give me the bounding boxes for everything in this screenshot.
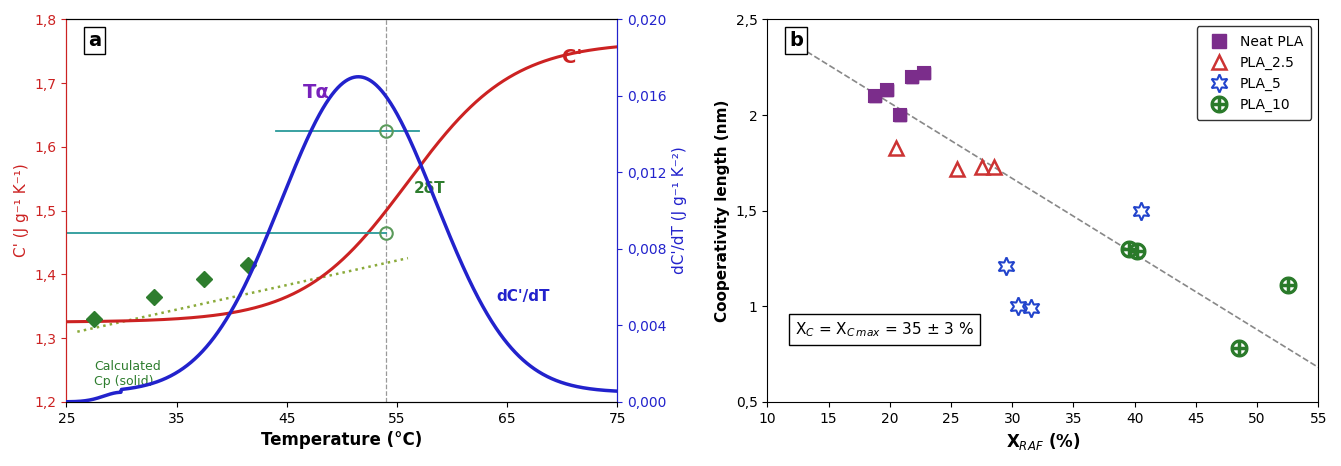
Legend: Neat PLA, PLA_2.5, PLA_5, PLA_10: Neat PLA, PLA_2.5, PLA_5, PLA_10: [1196, 27, 1311, 120]
Text: Calculated
Cp (solid): Calculated Cp (solid): [94, 360, 161, 388]
X-axis label: X$_{RAF}$ (%): X$_{RAF}$ (%): [1006, 431, 1080, 452]
X-axis label: Temperature (°C): Temperature (°C): [261, 431, 422, 449]
Text: C': C': [562, 48, 582, 67]
Text: b: b: [790, 31, 803, 50]
Y-axis label: dC'/dT (J g⁻¹ K⁻²): dC'/dT (J g⁻¹ K⁻²): [672, 147, 687, 274]
Text: 2δT: 2δT: [413, 181, 445, 196]
Text: X$_C$ = X$_{C\,max}$ = 35 ± 3 %: X$_C$ = X$_{C\,max}$ = 35 ± 3 %: [795, 320, 974, 338]
Y-axis label: C' (J g⁻¹ K⁻¹): C' (J g⁻¹ K⁻¹): [13, 164, 30, 258]
Text: dC'/dT: dC'/dT: [496, 289, 550, 304]
Text: a: a: [89, 31, 102, 50]
Text: Tα: Tα: [303, 83, 330, 102]
Y-axis label: Cooperativity length (nm): Cooperativity length (nm): [715, 99, 730, 322]
